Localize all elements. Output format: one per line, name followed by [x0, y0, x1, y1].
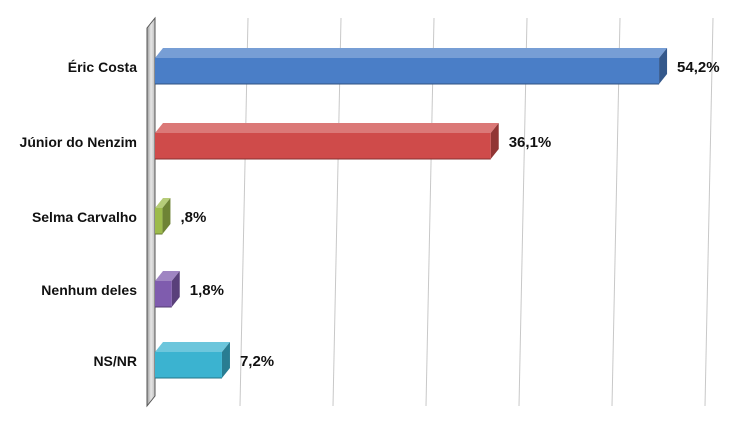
bar-end-face	[221, 342, 230, 378]
value-label: 1,8%	[190, 282, 224, 299]
bar-end-face	[162, 198, 171, 234]
bar-top-face	[155, 342, 230, 352]
bar-end-face	[490, 123, 499, 159]
bar-front-face	[155, 281, 172, 307]
value-label: ,8%	[180, 209, 206, 226]
bar-front-face	[155, 208, 163, 234]
gridlines	[146, 17, 714, 407]
category-label: NS/NR	[93, 353, 137, 369]
bar-front-face	[155, 352, 222, 378]
axis-wall	[146, 16, 156, 408]
bar	[155, 342, 230, 379]
bars	[155, 48, 668, 379]
category-labels: Éric Costa Júnior do Nenzim Selma Carvalho…	[20, 59, 138, 369]
bar-front-face	[155, 58, 660, 84]
bar	[155, 48, 668, 85]
bar-front-face	[155, 133, 491, 159]
category-label: Éric Costa	[68, 59, 137, 75]
bar-top-face	[155, 271, 180, 281]
bar-top-face	[155, 48, 668, 58]
bar-end-face	[659, 48, 668, 84]
bar-top-face	[155, 198, 171, 208]
bar	[155, 271, 180, 308]
value-label: 7,2%	[240, 353, 274, 370]
bar-end-face	[171, 271, 180, 307]
value-labels: 54,2% 36,1% ,8% 1,8% 7,2%	[180, 59, 719, 370]
bar-top-face	[155, 123, 499, 133]
gridline	[704, 17, 714, 407]
category-label: Selma Carvalho	[32, 209, 137, 225]
category-label: Júnior do Nenzim	[20, 134, 137, 150]
bar	[155, 198, 171, 235]
value-label: 54,2%	[677, 59, 720, 76]
bar	[155, 123, 499, 160]
value-label: 36,1%	[509, 134, 552, 151]
category-label: Nenhum deles	[41, 282, 137, 298]
